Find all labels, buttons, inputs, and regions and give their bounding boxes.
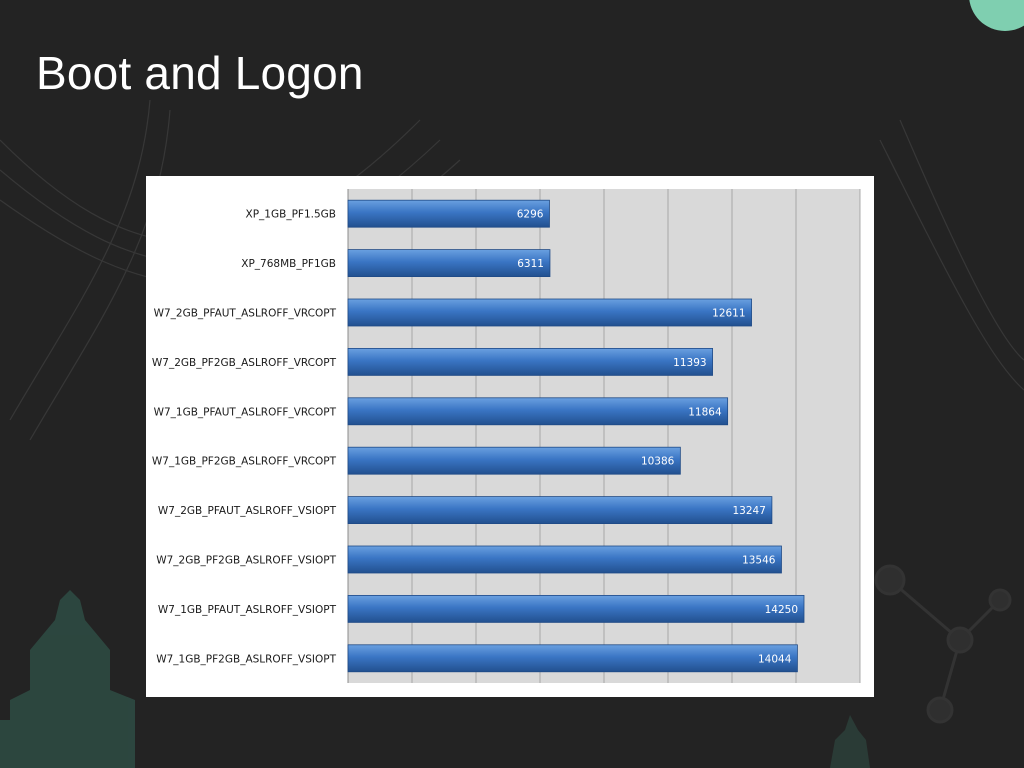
bar [347,594,805,623]
bar [347,644,798,673]
bar [347,199,550,228]
accent-circle-icon [969,0,1024,31]
bar [347,446,681,475]
bar [347,496,773,525]
data-label: 14250 [765,604,798,616]
category-label: W7_2GB_PF2GB_ASLROFF_VRCOPT [152,357,337,369]
data-label: 11393 [673,357,706,369]
category-label: W7_1GB_PFAUT_ASLROFF_VSIOPT [158,604,337,616]
category-label: XP_1GB_PF1.5GB [246,209,336,221]
data-label: 6296 [517,209,544,221]
category-label: W7_1GB_PF2GB_ASLROFF_VSIOPT [156,653,336,665]
category-label: W7_2GB_PF2GB_ASLROFF_VSIOPT [156,555,336,567]
category-labels: XP_1GB_PF1.5GB XP_768MB_PF1GB W7_2GB_PFAUT… [152,209,337,666]
chart-panel: XP_1GB_PF1.5GB XP_768MB_PF1GB W7_2GB_PFAUT… [146,176,874,697]
category-label: W7_1GB_PF2GB_ASLROFF_VRCOPT [152,456,337,468]
data-label: 10386 [641,456,675,468]
data-label: 11864 [688,406,722,418]
bar-chart: XP_1GB_PF1.5GB XP_768MB_PF1GB W7_2GB_PFAUT… [152,189,861,683]
category-label: XP_768MB_PF1GB [241,258,336,270]
bar [347,397,729,426]
bar [347,545,782,574]
data-label: 13546 [742,555,776,567]
data-label: 13247 [732,505,765,517]
bar [347,298,752,327]
category-label: W7_1GB_PFAUT_ASLROFF_VRCOPT [154,406,337,418]
data-label: 6311 [517,258,544,270]
bar [347,249,551,277]
page-title: Boot and Logon [36,47,364,99]
value-labels: 6296 6311 12611 11393 11864 10386 13247 13546 14… [517,209,798,666]
data-label: 12611 [712,308,745,320]
category-label: W7_2GB_PFAUT_ASLROFF_VRCOPT [154,308,337,320]
data-label: 14044 [758,653,792,665]
bar [347,347,713,376]
bars-group [347,199,805,673]
category-label: W7_2GB_PFAUT_ASLROFF_VSIOPT [158,505,337,517]
